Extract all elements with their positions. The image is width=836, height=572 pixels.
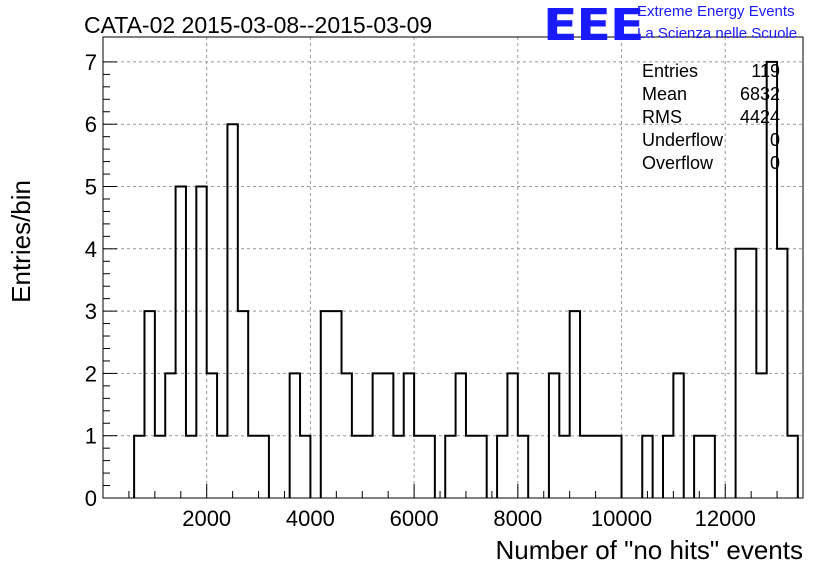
histogram-bin bbox=[207, 373, 217, 498]
histogram-bin bbox=[362, 436, 372, 498]
histogram-bin bbox=[590, 436, 600, 498]
axis-ticks bbox=[102, 61, 804, 499]
histogram-bin bbox=[497, 436, 507, 498]
histogram-bin bbox=[456, 373, 466, 498]
histogram-bin bbox=[424, 436, 434, 498]
histogram-bin bbox=[570, 311, 580, 498]
stats-value: 119 bbox=[751, 61, 780, 81]
histogram-bin bbox=[777, 249, 787, 498]
stats-box: Entries 119 Mean 6832 RMS 4424 Underflow… bbox=[642, 60, 780, 175]
histogram-bin bbox=[404, 373, 414, 498]
y-tick-label: 7 bbox=[85, 50, 97, 75]
stats-value: 0 bbox=[769, 130, 780, 150]
stats-label: Overflow bbox=[642, 153, 714, 173]
histogram-bin bbox=[373, 373, 383, 498]
histogram-bin bbox=[518, 436, 528, 498]
y-axis-label: Entries/bin bbox=[6, 180, 36, 303]
stats-value: 6832 bbox=[739, 84, 780, 104]
histogram-bin bbox=[196, 187, 206, 498]
histogram-bin bbox=[383, 373, 393, 498]
stats-row-rms: RMS 4424 bbox=[642, 106, 780, 129]
histogram-bin bbox=[393, 436, 403, 498]
logo-line-1: Extreme Energy Events bbox=[637, 3, 795, 20]
histogram-bin bbox=[549, 373, 559, 498]
histogram-bin bbox=[694, 436, 704, 498]
histogram-bin bbox=[476, 436, 486, 498]
x-tick-label: 8000 bbox=[493, 506, 542, 531]
histogram-series bbox=[133, 60, 799, 498]
histogram-bin bbox=[248, 436, 258, 498]
histogram-bin bbox=[342, 373, 352, 498]
stats-label: RMS bbox=[642, 107, 682, 127]
histogram-bin bbox=[642, 436, 652, 498]
histogram-bin bbox=[756, 373, 766, 498]
histogram-bin bbox=[746, 249, 756, 498]
tick-labels: 2000 4000 6000 8000 10000 12000 0 1 2 3 4 5 6 7 bbox=[85, 50, 756, 531]
plot-frame bbox=[102, 36, 804, 499]
histogram-bin bbox=[321, 311, 331, 498]
histogram-bin bbox=[300, 436, 310, 498]
x-tick-label: 2000 bbox=[182, 506, 231, 531]
x-tick-label: 6000 bbox=[390, 506, 439, 531]
histogram-bin bbox=[134, 436, 144, 498]
histogram-bin bbox=[673, 373, 683, 498]
histogram-bin bbox=[259, 436, 269, 498]
stats-row-overflow: Overflow 0 bbox=[642, 152, 780, 175]
stats-label: Underflow bbox=[642, 130, 724, 150]
histogram-bin bbox=[445, 436, 455, 498]
x-tick-label: 4000 bbox=[286, 506, 335, 531]
eee-logo: EEE bbox=[543, 0, 644, 51]
stats-value: 4424 bbox=[739, 107, 780, 127]
stats-label: Mean bbox=[642, 84, 688, 104]
histogram-bin bbox=[217, 436, 227, 498]
histogram-bin bbox=[186, 436, 196, 498]
histogram-bin bbox=[144, 311, 154, 498]
histogram-bin bbox=[165, 373, 175, 498]
histogram-bin bbox=[227, 124, 237, 498]
stats-row-mean: Mean 6832 bbox=[642, 83, 780, 106]
chart-title: CATA-02 2015-03-08--2015-03-09 bbox=[84, 12, 433, 38]
histogram-bin bbox=[155, 436, 165, 498]
logo-line-2: La Scienza nelle Scuole bbox=[637, 25, 798, 42]
histogram-outline bbox=[133, 60, 799, 498]
histogram-bin bbox=[352, 436, 362, 498]
stats-row-underflow: Underflow 0 bbox=[642, 129, 780, 152]
x-tick-label: 10000 bbox=[591, 506, 652, 531]
histogram-bin bbox=[580, 436, 590, 498]
histogram-bin bbox=[507, 373, 517, 498]
histogram-bin bbox=[331, 311, 341, 498]
y-tick-label: 0 bbox=[85, 486, 97, 511]
histogram-bin bbox=[663, 436, 673, 498]
histogram-bin bbox=[704, 436, 714, 498]
histogram-bin bbox=[611, 436, 621, 498]
y-tick-label: 4 bbox=[85, 237, 97, 262]
histogram-bin bbox=[466, 436, 476, 498]
x-axis-label: Number of "no hits" events bbox=[495, 535, 804, 565]
stats-label: Entries bbox=[642, 61, 699, 81]
histogram-bin bbox=[176, 187, 186, 498]
histogram-bin bbox=[414, 436, 424, 498]
y-tick-label: 1 bbox=[85, 424, 97, 449]
stats-row-entries: Entries 119 bbox=[642, 60, 780, 83]
histogram-bin bbox=[238, 311, 248, 498]
stats-value: 0 bbox=[769, 153, 780, 173]
histogram-bin bbox=[290, 373, 300, 498]
histogram-bin bbox=[787, 436, 797, 498]
histogram-bin bbox=[559, 436, 569, 498]
y-tick-label: 6 bbox=[85, 112, 97, 137]
histogram-bin bbox=[736, 249, 746, 498]
x-tick-label: 12000 bbox=[695, 506, 756, 531]
y-tick-label: 5 bbox=[85, 175, 97, 200]
y-tick-label: 2 bbox=[85, 361, 97, 386]
y-tick-label: 3 bbox=[85, 299, 97, 324]
histogram-bin bbox=[601, 436, 611, 498]
